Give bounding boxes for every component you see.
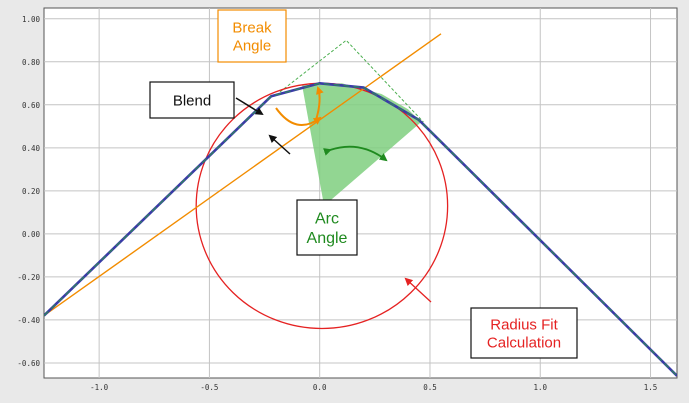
- y-tick-label: -0.40: [17, 316, 40, 325]
- annotation-radius-box: [470, 307, 578, 359]
- blend-arrow-1: [235, 97, 264, 116]
- annotation-arc: Arc Angle: [296, 199, 358, 256]
- y-tick-label: 0.40: [22, 144, 41, 153]
- arc-angle-arrow: [323, 145, 388, 162]
- x-tick-labels: -1.0 -0.5 0.0 0.5 1.0 1.5: [90, 383, 657, 392]
- radius-arrow: [404, 277, 432, 303]
- y-tick-label: 0.60: [22, 101, 41, 110]
- x-tick-label: -0.5: [200, 383, 218, 392]
- annotation-blend-box: [149, 81, 235, 119]
- annotation-radius-text: Radius Fit: [490, 316, 558, 333]
- x-tick-label: 0.0: [313, 383, 327, 392]
- annotation-break-text: Angle: [233, 37, 271, 54]
- annotation-break-text: Break: [232, 19, 272, 36]
- x-tick-label: 0.5: [423, 383, 437, 392]
- annotation-arc-text: Angle: [307, 230, 348, 247]
- break-angle-arc: [275, 107, 322, 127]
- break-angle-arc-2: [315, 86, 324, 121]
- annotation-blend: Blend: [149, 81, 235, 119]
- annotation-arc-box: [296, 199, 358, 256]
- y-tick-label: -0.60: [17, 359, 40, 368]
- y-tick-label: 1.00: [22, 15, 41, 24]
- guide-lines: [279, 39, 424, 123]
- grid: [44, 8, 677, 378]
- y-tick-label: 0.00: [22, 230, 41, 239]
- x-tick-label: 1.5: [644, 383, 658, 392]
- y-tick-label: 0.20: [22, 187, 41, 196]
- blend-arrow-2: [268, 134, 291, 155]
- x-tick-label: 1.0: [533, 383, 547, 392]
- series-profile-overlay: [44, 82, 677, 377]
- x-tick-label: -1.0: [90, 383, 109, 392]
- plot-content: [44, 33, 677, 377]
- annotation-radius-text: Calculation: [487, 334, 561, 351]
- annotation-blend-text: Blend: [173, 92, 211, 109]
- y-tick-label: -0.20: [17, 273, 40, 282]
- y-tick-labels: 1.00 0.80 0.60 0.40 0.20 0.00 -0.20 -0.40 -0.60: [17, 15, 40, 368]
- series-break-line: [44, 33, 442, 317]
- arc-angle-wedge: [302, 83, 422, 206]
- annotation-arc-text: Arc: [315, 211, 339, 228]
- y-tick-label: 0.80: [22, 58, 41, 67]
- annotation-break-box: [217, 9, 287, 63]
